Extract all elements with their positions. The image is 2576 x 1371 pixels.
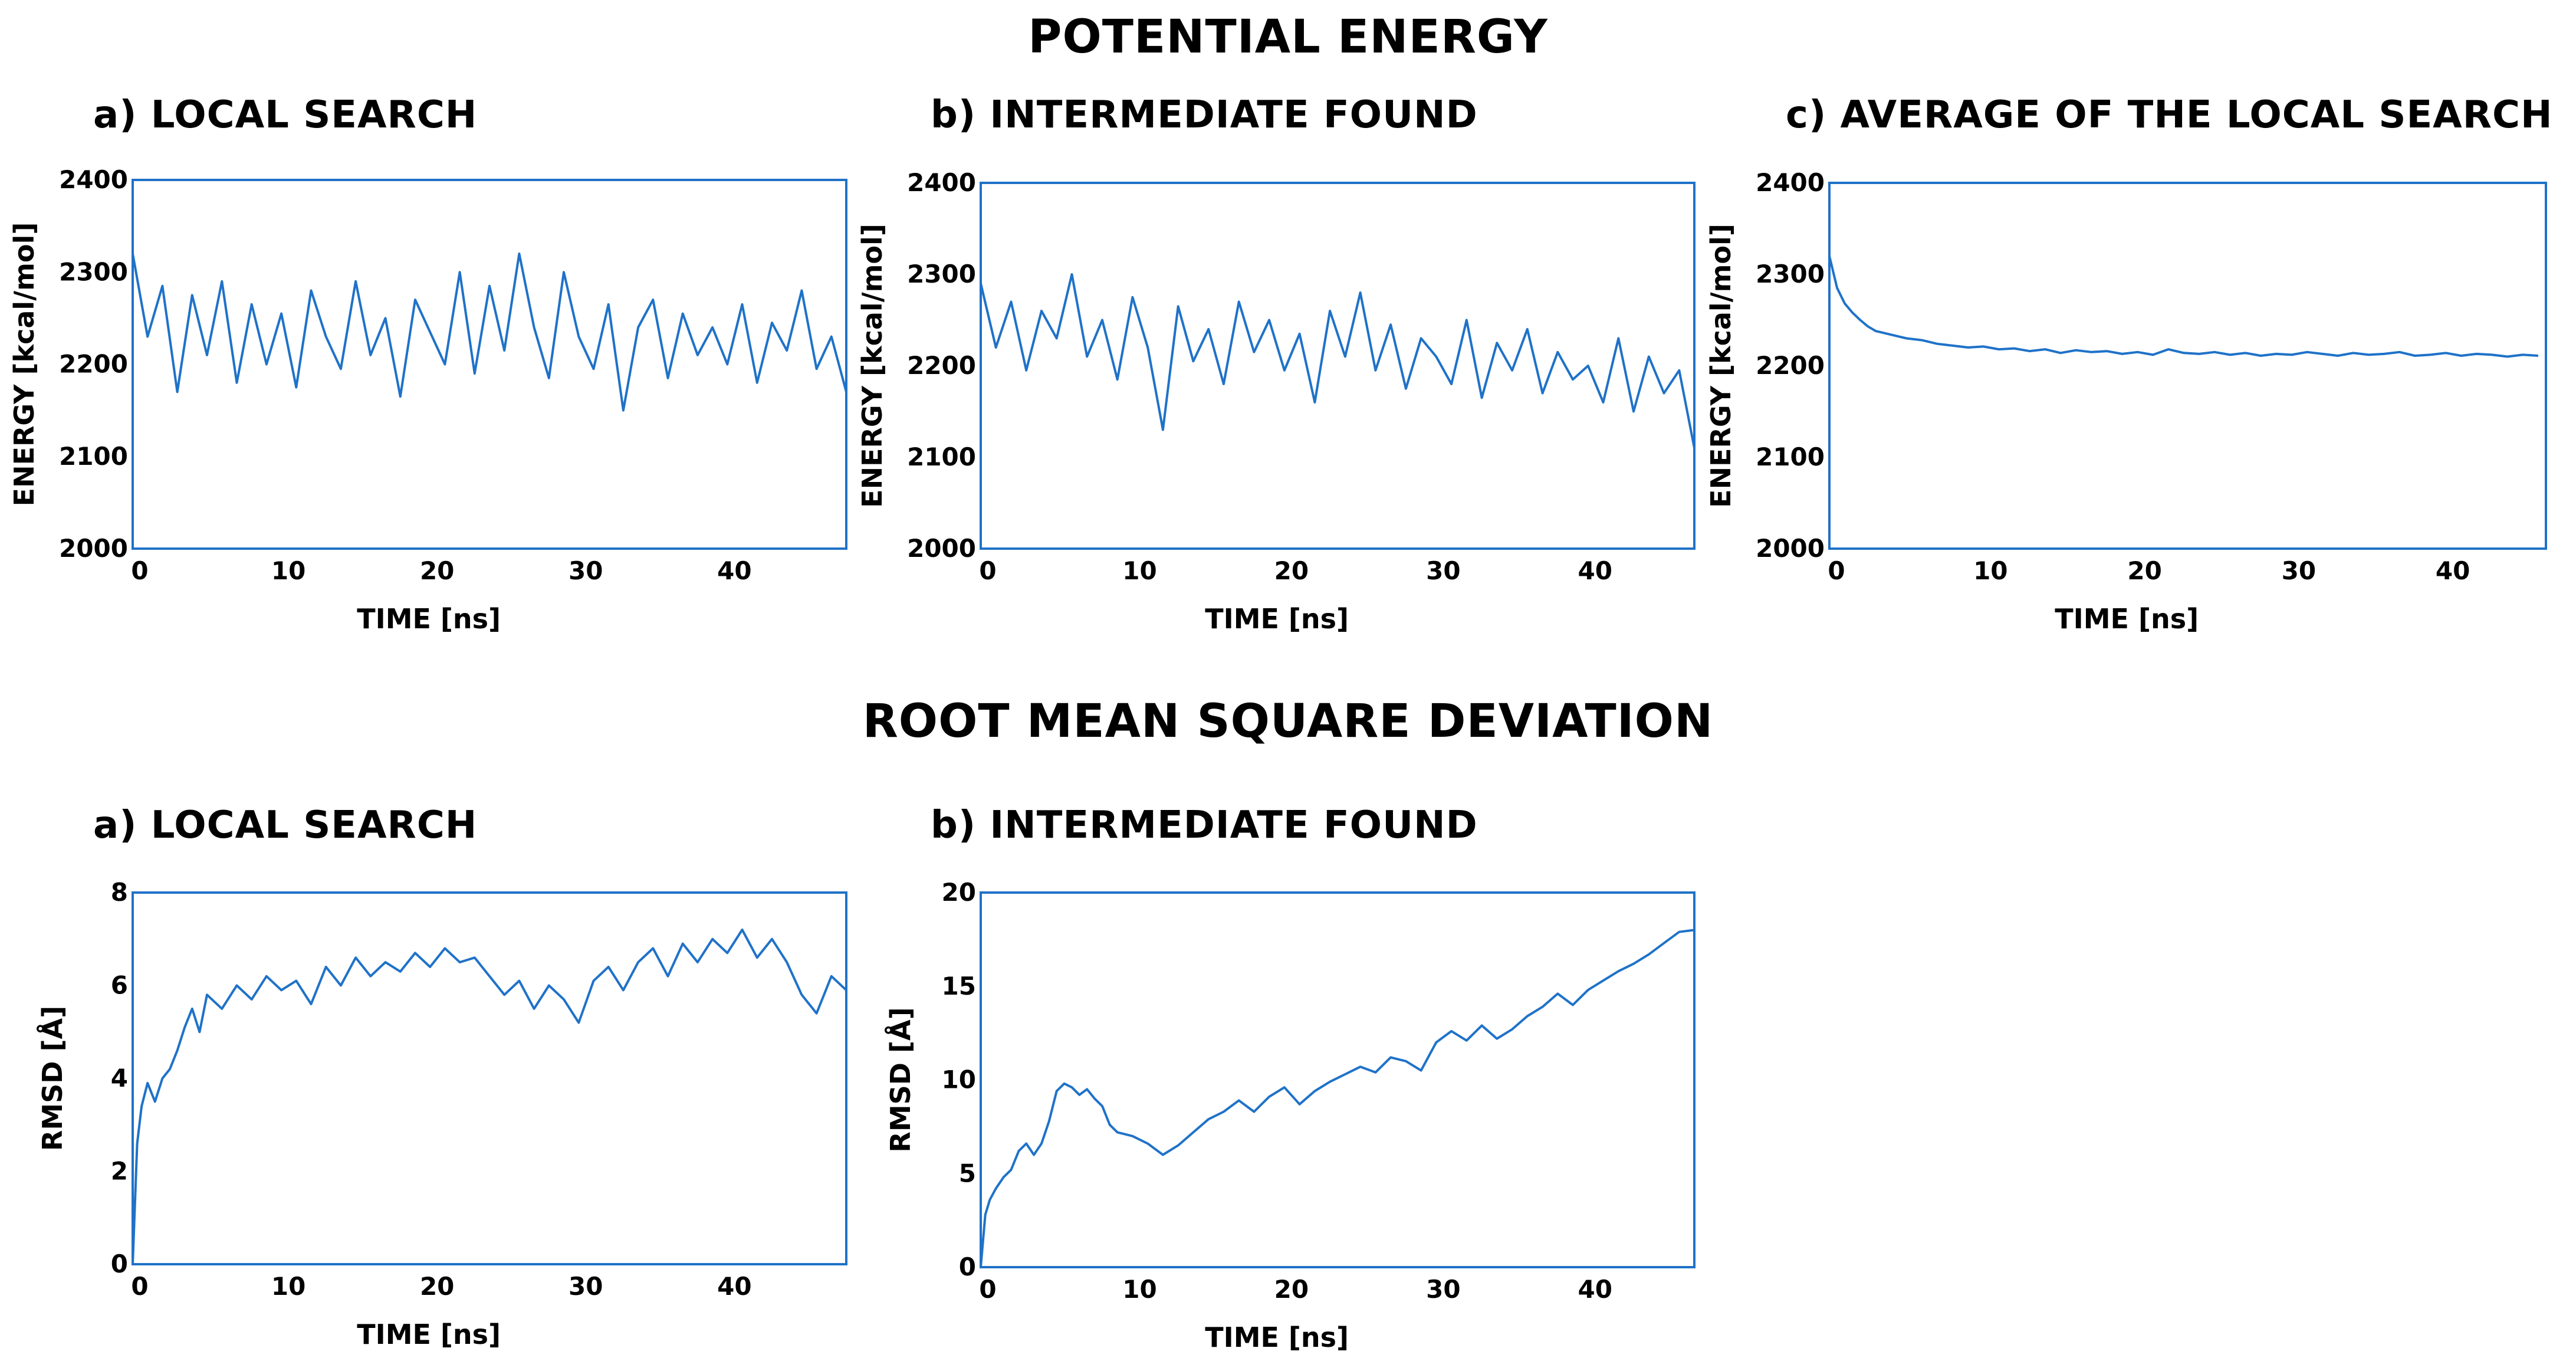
x-tick-label: 40 xyxy=(1578,556,1612,585)
y-tick-label: 2 xyxy=(111,1157,128,1186)
potential-energy-average-chart: 2000 2100 2200 2300 2400 0 10 20 30 40 TIME [ns] EN… xyxy=(1705,168,2547,635)
panel-title-pe-c: c) AVERAGE OF THE LOCAL SEARCH xyxy=(1786,93,2553,137)
x-axis-label: TIME [ns] xyxy=(357,1318,501,1350)
x-tick-label: 20 xyxy=(420,556,454,585)
y-tick-label: 2200 xyxy=(59,350,128,379)
y-axis-label: ENERGY [kcal/mol] xyxy=(856,224,888,508)
plot-frame xyxy=(980,891,1696,1268)
x-tick-label: 10 xyxy=(1973,556,2007,585)
y-tick-label: 2000 xyxy=(907,534,976,563)
x-tick-label: 0 xyxy=(979,1275,996,1304)
x-axis-label: TIME [ns] xyxy=(357,603,501,635)
series-line-pe_a xyxy=(132,252,847,412)
y-axis-label: ENERGY [kcal/mol] xyxy=(1705,224,1737,508)
x-axis-label: TIME [ns] xyxy=(2055,603,2199,635)
y-tick-label: 2000 xyxy=(1756,534,1825,563)
y-tick-label: 2100 xyxy=(1756,442,1825,471)
y-tick-label: 2400 xyxy=(907,168,976,197)
section-title-rmsd: ROOT MEAN SQUARE DEVIATION xyxy=(862,695,1714,748)
y-tick-label: 2300 xyxy=(59,257,128,286)
series-line-pe_c xyxy=(1828,255,2539,358)
series-line-rmsd_b xyxy=(980,929,1695,1268)
x-tick-label: 20 xyxy=(1274,1275,1309,1304)
potential-energy-intermediate-chart: 2000 2100 2200 2300 2400 0 10 20 30 40 TIME [ns] EN… xyxy=(856,168,1696,635)
x-tick-label: 40 xyxy=(1578,1275,1612,1304)
x-axis-label: TIME [ns] xyxy=(1205,1321,1349,1353)
plot-frame xyxy=(132,179,847,550)
y-tick-label: 0 xyxy=(959,1252,976,1281)
x-tick-label: 10 xyxy=(1122,1275,1156,1304)
x-tick-label: 10 xyxy=(1122,556,1156,585)
x-tick-label: 40 xyxy=(2436,556,2470,585)
y-tick-label: 2300 xyxy=(1756,260,1825,288)
y-axis-label: RMSD [Å] xyxy=(37,1006,68,1151)
x-tick-label: 20 xyxy=(1274,556,1309,585)
panel-title-pe-a: a) LOCAL SEARCH xyxy=(93,93,478,137)
x-tick-label: 30 xyxy=(2282,556,2316,585)
plot-frame xyxy=(1828,182,2547,550)
x-tick-label: 0 xyxy=(131,1272,148,1301)
plot-frame xyxy=(132,891,847,1265)
y-axis-label: RMSD [Å] xyxy=(885,1007,916,1152)
x-axis-label: TIME [ns] xyxy=(1205,603,1349,635)
panel-title-rmsd-b: b) INTERMEDIATE FOUND xyxy=(931,803,1478,847)
potential-energy-local-search-chart: 2000 2100 2200 2300 2400 0 10 20 30 40 TIME [ns] EN… xyxy=(8,165,847,635)
y-tick-label: 2000 xyxy=(59,534,128,563)
y-tick-label: 4 xyxy=(111,1064,128,1093)
y-tick-label: 8 xyxy=(111,878,128,907)
series-line-pe_b xyxy=(980,273,1696,448)
y-tick-label: 2200 xyxy=(1756,351,1825,380)
y-tick-label: 2400 xyxy=(1756,168,1825,197)
x-tick-label: 20 xyxy=(2127,556,2161,585)
y-tick-label: 20 xyxy=(942,878,976,907)
x-tick-label: 0 xyxy=(979,556,996,585)
x-tick-label: 10 xyxy=(271,556,305,585)
y-axis-label: ENERGY [kcal/mol] xyxy=(8,222,40,507)
x-tick-label: 0 xyxy=(131,556,148,585)
x-tick-label: 0 xyxy=(1828,556,1845,585)
x-tick-label: 10 xyxy=(271,1272,305,1301)
y-tick-label: 6 xyxy=(111,971,128,1000)
x-tick-label: 30 xyxy=(569,556,603,585)
panel-title-rmsd-a: a) LOCAL SEARCH xyxy=(93,803,478,847)
panel-title-pe-b: b) INTERMEDIATE FOUND xyxy=(931,93,1478,137)
x-tick-label: 20 xyxy=(420,1272,454,1301)
rmsd-intermediate-chart: 0 5 10 15 20 0 10 20 30 40 TIME [ns] RMSD [Å] xyxy=(885,878,1696,1353)
x-tick-label: 40 xyxy=(717,1272,751,1301)
x-tick-label: 30 xyxy=(1426,1275,1460,1304)
y-tick-label: 10 xyxy=(942,1065,976,1094)
series-line-rmsd_a xyxy=(132,929,847,1265)
y-tick-label: 2300 xyxy=(907,260,976,288)
y-tick-label: 2200 xyxy=(907,351,976,380)
y-tick-label: 0 xyxy=(111,1249,128,1278)
x-tick-label: 30 xyxy=(1426,556,1460,585)
plot-frame xyxy=(980,182,1696,550)
y-tick-label: 5 xyxy=(959,1159,976,1188)
x-tick-label: 40 xyxy=(717,556,751,585)
section-title-potential-energy: POTENTIAL ENERGY xyxy=(1028,11,1548,64)
y-tick-label: 2100 xyxy=(907,442,976,471)
y-tick-label: 2100 xyxy=(59,442,128,471)
x-tick-label: 30 xyxy=(569,1272,603,1301)
y-tick-label: 2400 xyxy=(59,165,128,194)
rmsd-local-search-chart: 0 2 4 6 8 0 10 20 30 40 TIME [ns] RMSD [Å] xyxy=(37,878,847,1350)
y-tick-label: 15 xyxy=(942,972,976,1001)
